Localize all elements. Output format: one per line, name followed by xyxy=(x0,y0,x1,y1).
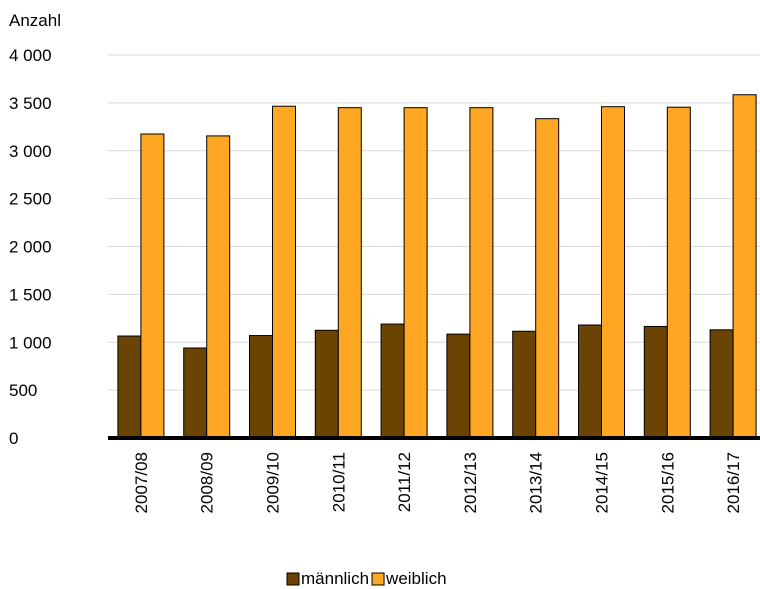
bar-maennlich-2010-11 xyxy=(314,329,339,439)
y-tick-label: 2 500 xyxy=(9,190,52,209)
y-tick-label: 3 500 xyxy=(9,94,52,113)
legend-swatch xyxy=(286,572,300,586)
bar-maennlich-2013-14 xyxy=(512,330,537,439)
x-tick-label: 2013/14 xyxy=(527,452,546,513)
bar-maennlich-2009-10 xyxy=(249,335,273,439)
y-tick-label: 3 000 xyxy=(9,142,52,161)
bar-maennlich-2008-09 xyxy=(183,347,208,439)
legend-swatch xyxy=(371,572,385,586)
y-axis-ticks: 0 500 1 000 1 500 2 000 2 500 3 000 3 500 4 000 xyxy=(9,46,52,448)
bar-weiblich-2015-16 xyxy=(666,106,691,439)
bar-weiblich-2012-13 xyxy=(469,107,494,439)
x-tick-label: 2014/15 xyxy=(593,452,612,513)
x-tick-label: 2012/13 xyxy=(461,452,480,513)
y-tick-label: 0 xyxy=(9,429,18,448)
bars xyxy=(117,94,757,439)
bar-maennlich-2011-12 xyxy=(380,323,405,439)
bar-weiblich-2011-12 xyxy=(403,107,428,439)
y-tick-label: 4 000 xyxy=(9,46,52,65)
bar-maennlich-2016-17 xyxy=(709,329,734,439)
bar-weiblich-2008-09 xyxy=(206,135,231,439)
y-tick-label: 2 000 xyxy=(9,238,52,257)
x-tick-label: 2007/08 xyxy=(132,452,151,513)
x-tick-label: 2009/10 xyxy=(264,452,283,513)
bar-weiblich-2013-14 xyxy=(535,118,560,439)
x-tick-label: 2010/11 xyxy=(329,452,348,512)
y-tick-label: 500 xyxy=(9,381,37,400)
bar-weiblich-2010-11 xyxy=(337,107,362,439)
x-tick-label: 2015/16 xyxy=(658,452,677,513)
bar-weiblich-2016-17 xyxy=(732,94,757,439)
bar-maennlich-2012-13 xyxy=(446,333,471,439)
bar-maennlich-2014-15 xyxy=(578,324,602,439)
bar-weiblich-2014-15 xyxy=(601,106,625,439)
y-tick-label: 1 500 xyxy=(9,285,52,304)
y-axis-title: Anzahl xyxy=(9,11,61,30)
legend-label: männlich xyxy=(301,569,369,588)
legend: männlich weiblich xyxy=(286,569,447,588)
x-axis-ticks: 2007/08 2008/09 2009/10 2010/11 2011/12 2012/… xyxy=(132,452,743,513)
bar-weiblich-2007-08 xyxy=(140,133,165,439)
x-tick-label: 2016/17 xyxy=(724,452,743,513)
legend-label: weiblich xyxy=(385,569,446,588)
bar-maennlich-2015-16 xyxy=(643,325,668,439)
x-tick-label: 2011/12 xyxy=(395,452,414,512)
bar-weiblich-2009-10 xyxy=(272,105,296,439)
y-tick-label: 1 000 xyxy=(9,333,52,352)
bar-maennlich-2007-08 xyxy=(117,335,142,439)
x-tick-label: 2008/09 xyxy=(198,452,217,513)
